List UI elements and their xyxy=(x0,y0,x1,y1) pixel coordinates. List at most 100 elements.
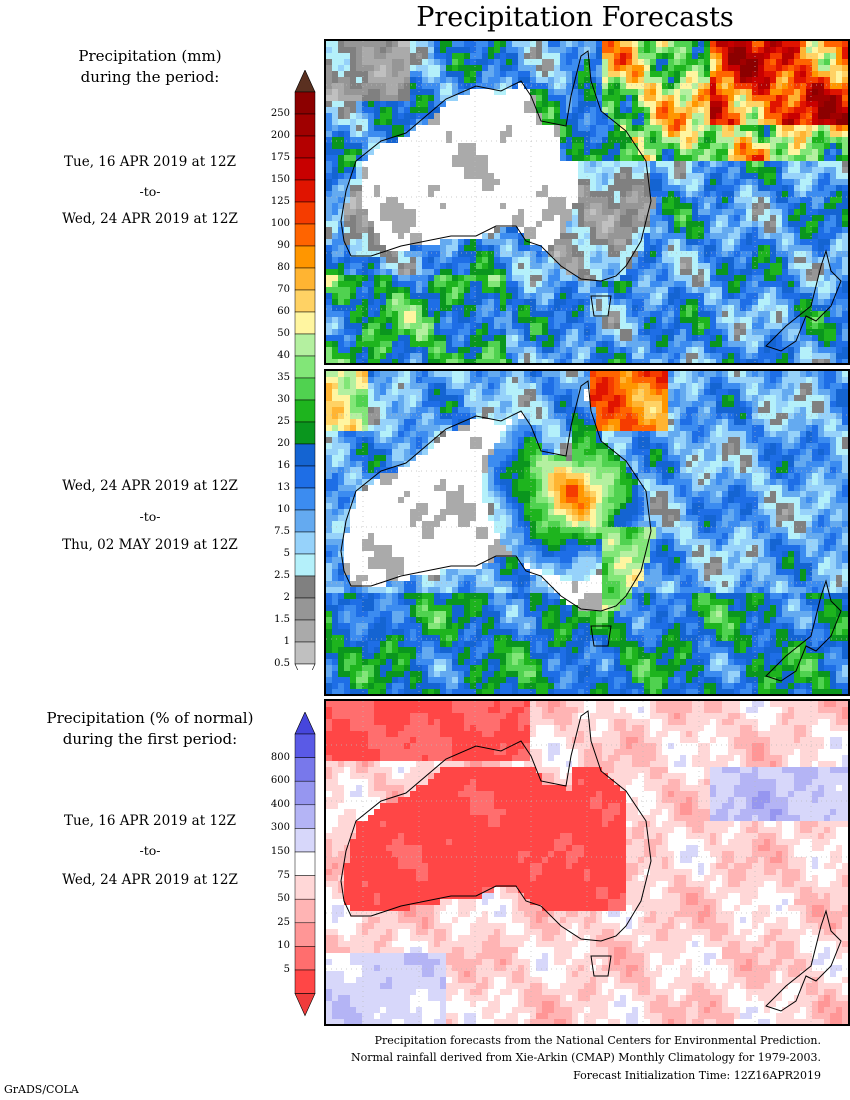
period3-start: Tue, 16 APR 2019 at 12Z xyxy=(64,813,236,829)
pct-tick-label: 600 xyxy=(270,775,290,787)
mm-tick-label: 10 xyxy=(277,504,290,515)
pct-swatch xyxy=(294,804,316,829)
mm-tick-label: 1.5 xyxy=(274,614,290,625)
pct-swatch xyxy=(294,851,316,876)
pct-label: Precipitation (% of normal) during the f… xyxy=(0,708,300,750)
page-title: Precipitation Forecasts xyxy=(416,2,734,33)
tasmania-coastline xyxy=(590,295,612,317)
pct-tick-label: 75 xyxy=(277,869,290,881)
period3-to: -to- xyxy=(139,843,161,858)
mm-tick-label: 16 xyxy=(277,460,290,471)
mm-swatch xyxy=(294,289,316,313)
mm-swatch xyxy=(294,311,316,335)
new-zealand-coastline xyxy=(765,249,842,352)
tasmania-coastline xyxy=(590,955,612,977)
mm-tick-label: 1 xyxy=(283,636,290,647)
mm-swatch xyxy=(294,157,316,181)
pct-swatch xyxy=(294,946,316,971)
pct-swatch xyxy=(294,733,316,758)
period1-to: -to- xyxy=(139,184,161,199)
pct-swatch xyxy=(294,969,316,994)
period1-start: Tue, 16 APR 2019 at 12Z xyxy=(64,154,236,170)
mm-tick-label: 60 xyxy=(277,306,290,317)
mm-tick-label: 175 xyxy=(270,152,290,163)
map-panel-2 xyxy=(324,369,850,696)
mm-swatch xyxy=(294,509,316,533)
footer-line-2: Normal rainfall derived from Xie-Arkin (… xyxy=(351,1051,821,1064)
mm-swatch xyxy=(294,377,316,401)
mm-swatch xyxy=(294,443,316,467)
pct-bottom-cap xyxy=(294,993,316,1017)
australia-coastline xyxy=(340,50,652,282)
period2-to: -to- xyxy=(139,509,161,524)
mm-tick-label: 100 xyxy=(270,218,290,229)
precip-pct-map xyxy=(326,701,848,1024)
pct-swatch xyxy=(294,757,316,782)
map-gridlines xyxy=(326,41,848,363)
mm-swatch xyxy=(294,575,316,599)
mm-swatch xyxy=(294,179,316,203)
mm-tick-label: 250 xyxy=(270,108,290,119)
pct-tick-label: 25 xyxy=(277,916,290,928)
mm-tick-label: 150 xyxy=(270,174,290,185)
map-gridlines xyxy=(326,371,848,694)
mm-swatch xyxy=(294,553,316,577)
mm-colorbar xyxy=(294,70,316,670)
period3-end: Wed, 24 APR 2019 at 12Z xyxy=(62,872,238,888)
mm-swatch xyxy=(294,531,316,555)
pct-tick-label: 5 xyxy=(283,964,290,975)
map-panel-1 xyxy=(324,39,850,365)
mm-bottom-cap xyxy=(294,663,316,670)
mm-tick-label: 2 xyxy=(283,592,290,603)
field-cells xyxy=(326,371,848,694)
mm-swatch xyxy=(294,487,316,511)
pct-tick-label: 300 xyxy=(270,822,290,834)
new-zealand-coastline xyxy=(765,579,842,682)
pct-colorbar xyxy=(294,712,316,1017)
new-zealand-coastline xyxy=(765,909,842,1012)
map-gridlines xyxy=(326,701,848,1024)
mm-swatch xyxy=(294,113,316,137)
pct-swatch xyxy=(294,898,316,924)
pct-swatch xyxy=(294,780,316,806)
mm-swatch xyxy=(294,201,316,225)
mm-swatch xyxy=(294,333,316,357)
mm-tick-label: 20 xyxy=(277,438,290,449)
footer-line-1: Precipitation forecasts from the Nationa… xyxy=(374,1034,821,1047)
mm-tick-label: 125 xyxy=(270,196,290,207)
mm-swatch xyxy=(294,223,316,247)
mm-tick-label: 70 xyxy=(277,284,290,295)
mm-swatch xyxy=(294,465,316,489)
mm-tick-label: 30 xyxy=(277,394,290,405)
mm-tick-label: 0.5 xyxy=(274,658,290,669)
period1-end: Wed, 24 APR 2019 at 12Z xyxy=(62,211,238,227)
pct-tick-label: 800 xyxy=(270,751,290,763)
pct-label-line2: during the first period: xyxy=(62,730,238,748)
mm-tick-label: 2.5 xyxy=(274,570,290,581)
mm-label-line1: Precipitation (mm) xyxy=(78,47,222,65)
pct-tick-label: 10 xyxy=(277,940,290,952)
mm-swatch xyxy=(294,135,316,159)
mm-tick-label: 90 xyxy=(277,240,290,251)
mm-tick-label: 5 xyxy=(283,548,290,559)
pct-swatch xyxy=(294,828,316,853)
mm-swatch xyxy=(294,619,316,643)
mm-swatch xyxy=(294,267,316,291)
tasmania-coastline xyxy=(590,625,612,647)
field-cells xyxy=(326,701,848,1024)
precip-map-1 xyxy=(326,41,848,363)
mm-tick-label: 35 xyxy=(277,372,290,383)
pct-tick-label: 400 xyxy=(270,798,290,810)
map-panel-3 xyxy=(324,699,850,1026)
mm-tick-label: 13 xyxy=(277,482,290,493)
mm-top-cap xyxy=(294,70,316,93)
mm-tick-label: 200 xyxy=(270,130,290,141)
mm-swatch xyxy=(294,641,316,665)
australia-coastline xyxy=(340,380,652,612)
mm-swatch xyxy=(294,91,316,115)
mm-swatch xyxy=(294,597,316,621)
mm-label: Precipitation (mm) during the period: xyxy=(0,46,300,88)
pct-tick-label: 50 xyxy=(277,893,290,905)
australia-coastline xyxy=(340,710,652,942)
mm-swatch xyxy=(294,399,316,423)
